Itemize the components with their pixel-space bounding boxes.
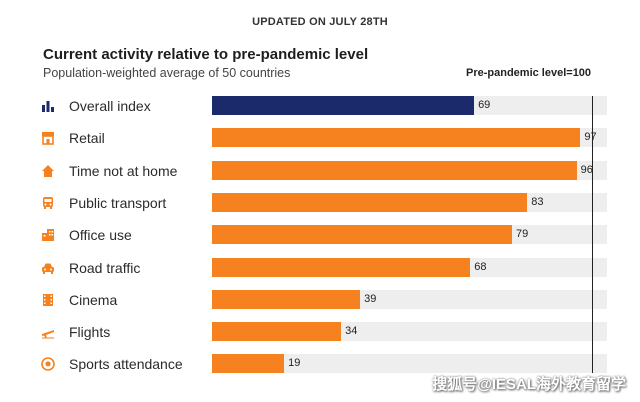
bar [212,354,285,373]
film-strip-icon [41,293,55,307]
bar [212,193,528,212]
bar [212,258,471,277]
football-icon [41,357,55,371]
chart-row: Time not at home 96 [0,161,640,183]
chart-row: Cinema 39 [0,290,640,312]
data-label: 96 [580,164,593,176]
watermark: 搜狐号@IESAL海外教育留学 [432,376,626,393]
category-label: Retail [69,130,105,146]
chart-row: Sports attendance 19 [0,354,640,376]
category-label: Public transport [69,195,167,211]
bar [212,290,361,309]
data-label: 83 [531,196,544,208]
data-label: 69 [478,99,491,111]
data-label: 34 [345,325,358,337]
category-label: Time not at home [69,163,178,179]
category-label: Overall index [69,98,151,114]
data-label: 79 [516,228,529,240]
chart-subtitle: Population-weighted average of 50 countr… [43,66,291,80]
bus-icon [41,196,55,210]
bar-chart-icon [41,99,55,113]
car-icon [41,261,55,275]
category-label: Cinema [69,292,118,308]
bar [212,225,513,244]
chart-title: Current activity relative to pre-pandemi… [43,46,369,63]
bar-track [212,354,607,373]
chart-row: Office use 79 [0,225,640,247]
bar [212,96,475,115]
house-icon [41,164,55,178]
airplane-icon [41,325,55,339]
chart-row: Public transport 83 [0,193,640,215]
bar [212,128,581,147]
data-label: 19 [288,357,301,369]
category-label: Road traffic [69,260,141,276]
category-label: Sports attendance [69,356,183,372]
updated-note: UPDATED ON JULY 28TH [252,16,388,28]
chart-row: Flights 34 [0,322,640,344]
chart-row: Overall index 69 [0,96,640,118]
category-label: Office use [69,227,132,243]
bar [212,322,342,341]
data-label: 97 [584,131,597,143]
bar [212,161,577,180]
reference-line [591,96,593,373]
office-building-icon [41,228,55,242]
data-label: 39 [364,293,377,305]
chart-row: Road traffic 68 [0,258,640,280]
chart-row: Retail 97 [0,128,640,150]
data-label: 68 [474,261,487,273]
category-label: Flights [69,324,111,340]
storefront-icon [41,131,55,145]
reference-label: Pre-pandemic level=100 [466,67,592,79]
